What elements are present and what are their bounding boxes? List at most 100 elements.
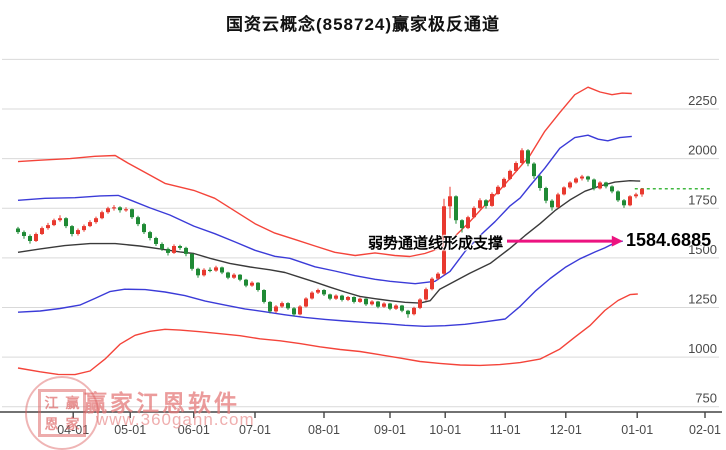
candle-up [382, 303, 386, 307]
candle-up [232, 274, 236, 278]
x-axis-label: 05-01 [114, 423, 146, 437]
candle-down [184, 247, 188, 254]
candle-up [58, 218, 62, 221]
candle-up [508, 170, 512, 179]
candle-up [418, 299, 422, 308]
candle-down [286, 303, 290, 309]
candle-down [130, 209, 134, 218]
candle-down [262, 290, 266, 302]
candle-up [82, 226, 86, 231]
x-axis-label: 01-01 [621, 423, 653, 437]
candle-up [316, 290, 320, 293]
candle-up [394, 305, 398, 309]
candle-down [208, 269, 212, 271]
candle-down [550, 200, 554, 208]
candle-up [424, 289, 428, 300]
candle-up [88, 222, 92, 227]
candle-up [346, 297, 350, 300]
candle-down [592, 179, 596, 189]
candle-down [454, 196, 458, 221]
candle-down [544, 188, 548, 201]
candle-up [478, 200, 482, 208]
lower-blue-channel-line [17, 240, 623, 327]
candle-up [580, 176, 584, 179]
seal-character: 恩 [44, 415, 59, 432]
seal-character: 江 [44, 394, 59, 411]
candle-up [106, 208, 110, 213]
middle-channel-line [17, 179, 641, 304]
candle-up [214, 267, 218, 271]
candle-up [490, 194, 494, 206]
candle-down [256, 282, 260, 290]
candle-down [610, 186, 614, 192]
candle-up [568, 182, 572, 188]
y-axis-label: 1500 [688, 242, 717, 257]
candle-down [388, 303, 392, 309]
candle-up [436, 273, 440, 279]
candle-down [604, 182, 608, 187]
candle-up [250, 282, 254, 286]
candle-up [430, 278, 434, 290]
candle-up [502, 178, 506, 187]
candle-up [472, 207, 476, 218]
support-annotation-text: 弱势通道线形成支撑 [367, 235, 503, 252]
watermark-url-text: www.360gann.com [96, 410, 255, 429]
candle-down [268, 301, 272, 312]
y-axis-label: 1750 [688, 192, 717, 207]
candle-up [370, 301, 374, 305]
candle-up [628, 196, 632, 206]
candle-down [328, 294, 332, 299]
y-axis-label: 2250 [688, 93, 717, 108]
candle-down [532, 163, 536, 177]
candle-down [118, 207, 122, 211]
x-axis-label: 08-01 [308, 423, 340, 437]
candle-up [124, 209, 128, 211]
support-value-label: 1584.6885 [626, 230, 712, 250]
support-arrow-head [611, 235, 623, 247]
candle-up [202, 269, 206, 276]
candle-down [142, 224, 146, 233]
x-axis-label: 11-01 [490, 423, 521, 437]
candle-down [28, 236, 32, 241]
watermark-seal-square: 江赢恩家 [38, 389, 86, 437]
candle-up [358, 298, 362, 302]
candle-down [538, 176, 542, 188]
seal-character: 家 [65, 415, 80, 432]
y-axis-label: 1250 [688, 292, 717, 307]
candle-down [178, 246, 182, 248]
watermark-seal: 江赢恩家 [25, 376, 99, 450]
candle-down [136, 217, 140, 225]
seal-character: 赢 [65, 394, 80, 411]
candle-down [154, 238, 158, 244]
candle-up [514, 163, 518, 171]
candle-up [280, 303, 284, 307]
candle-down [622, 200, 626, 206]
candle-down [460, 220, 464, 229]
candle-up [34, 234, 38, 241]
x-axis-label: 02-01 [689, 423, 721, 437]
candle-up [496, 186, 500, 194]
candle-down [16, 228, 20, 233]
candle-down [160, 244, 164, 249]
watermark-brand-text: 赢家江恩软件 [84, 390, 240, 416]
candle-down [148, 232, 152, 238]
candle-down [190, 253, 194, 269]
x-axis-label: 10-01 [429, 423, 461, 437]
lower-red-channel-line [17, 293, 638, 376]
candle-up [598, 182, 602, 189]
candle-down [376, 301, 380, 307]
candle-up [556, 194, 560, 208]
y-axis-label: 1000 [688, 341, 717, 356]
candle-down [484, 200, 488, 206]
candle-up [640, 188, 644, 195]
x-axis-label: 09-01 [374, 423, 406, 437]
candle-down [340, 295, 344, 300]
candle-down [70, 226, 74, 234]
candle-up [112, 207, 116, 209]
x-axis-label: 07-01 [239, 423, 271, 437]
candle-up [274, 306, 278, 312]
candle-up [334, 295, 338, 299]
candle-down [352, 297, 356, 302]
candle-up [412, 307, 416, 315]
